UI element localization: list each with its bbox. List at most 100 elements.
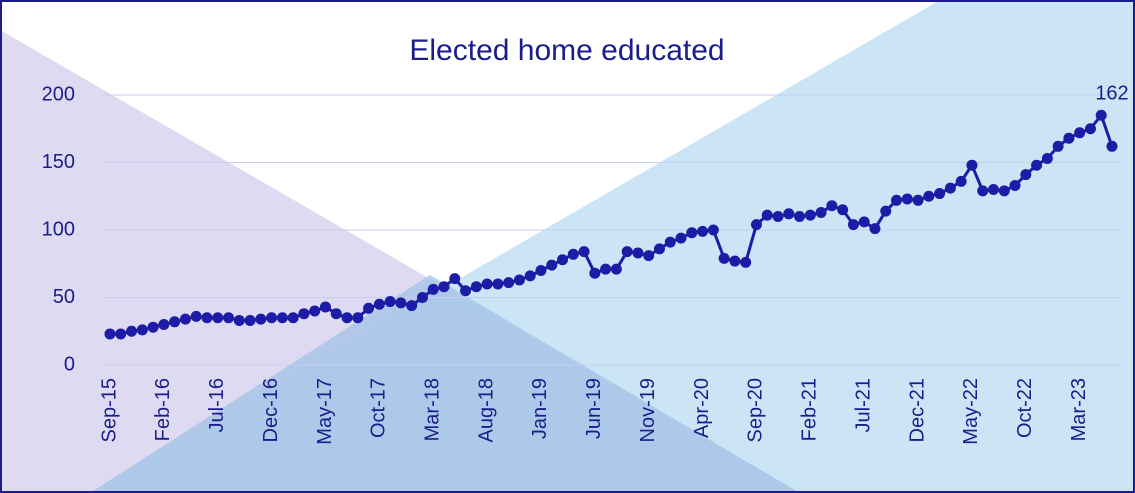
- point: [1074, 127, 1086, 139]
- point: [470, 281, 482, 293]
- x-tick-label: Jan-19: [529, 378, 551, 439]
- point: [503, 277, 515, 289]
- point: [664, 236, 676, 248]
- point: [406, 300, 418, 312]
- point: [589, 267, 601, 279]
- point: [643, 250, 655, 262]
- point: [912, 194, 924, 206]
- x-tick-label: Oct-17: [368, 378, 390, 438]
- point: [147, 321, 159, 333]
- point: [513, 274, 525, 286]
- point: [955, 175, 967, 187]
- point: [1020, 169, 1032, 181]
- y-tick-label: 100: [42, 218, 75, 240]
- point: [115, 328, 127, 340]
- point: [169, 316, 181, 328]
- point: [492, 278, 504, 290]
- point: [190, 310, 202, 322]
- point: [794, 211, 806, 222]
- x-tick-label: Apr-20: [691, 378, 713, 438]
- point: [891, 194, 903, 206]
- point: [869, 223, 881, 235]
- point: [255, 313, 267, 325]
- x-tick-label: Dec-16: [260, 378, 282, 442]
- x-tick-label: Sep-20: [745, 378, 767, 443]
- point: [740, 256, 752, 268]
- point: [395, 297, 407, 309]
- point: [212, 312, 224, 324]
- x-tick-label: Mar-23: [1068, 378, 1090, 441]
- point: [901, 193, 913, 205]
- point: [460, 285, 472, 297]
- y-tick-label: 150: [42, 151, 75, 173]
- point: [427, 283, 439, 295]
- point: [546, 259, 558, 271]
- point: [944, 182, 956, 194]
- point: [783, 208, 795, 220]
- point: [847, 219, 859, 231]
- x-tick-label: May-22: [960, 378, 982, 445]
- point: [416, 292, 428, 303]
- x-tick-label: Oct-22: [1014, 378, 1036, 438]
- x-tick-label: Nov-19: [637, 378, 659, 442]
- x-tick-label: Sep-15: [98, 378, 120, 443]
- point: [201, 312, 213, 324]
- point: [1009, 179, 1021, 191]
- point: [610, 263, 622, 275]
- point: [880, 205, 892, 217]
- point: [1095, 109, 1107, 121]
- x-tick-label: Feb-16: [152, 378, 174, 441]
- point: [158, 319, 170, 330]
- data-label: 162: [1095, 83, 1128, 105]
- x-tick-label: Jul-16: [206, 378, 228, 432]
- point: [987, 184, 999, 195]
- point: [319, 301, 331, 313]
- point: [341, 312, 353, 324]
- point: [449, 273, 461, 285]
- y-tick-label: 0: [64, 353, 75, 375]
- point: [276, 312, 288, 324]
- point: [804, 209, 816, 221]
- x-tick-label: Aug-18: [475, 378, 497, 443]
- point: [557, 254, 569, 266]
- point: [567, 248, 579, 260]
- point: [330, 308, 342, 320]
- point: [136, 324, 148, 336]
- point: [826, 200, 838, 212]
- point: [600, 263, 612, 275]
- point: [309, 305, 321, 317]
- bg-shape-overlap: [90, 275, 800, 493]
- point: [266, 312, 278, 324]
- point: [686, 227, 698, 239]
- point: [632, 247, 644, 259]
- point: [373, 298, 385, 310]
- point: [578, 246, 590, 258]
- point: [837, 204, 849, 216]
- point: [1031, 159, 1043, 171]
- point: [729, 255, 741, 267]
- point: [233, 314, 245, 326]
- point: [966, 159, 978, 171]
- point: [481, 278, 493, 290]
- point: [1041, 152, 1053, 164]
- point: [1106, 140, 1118, 152]
- point: [104, 328, 116, 340]
- x-tick-label: Jul-21: [852, 378, 874, 432]
- x-tick-label: Jun-19: [583, 378, 605, 439]
- point: [179, 313, 191, 325]
- point: [923, 190, 935, 202]
- point: [363, 302, 375, 314]
- chart-title: Elected home educated: [409, 34, 724, 67]
- x-tick-label: Feb-21: [799, 378, 821, 441]
- point: [298, 308, 310, 320]
- point: [858, 216, 870, 228]
- point: [815, 206, 827, 218]
- y-tick-label: 50: [53, 286, 75, 308]
- point: [535, 265, 547, 276]
- point: [750, 219, 762, 231]
- point: [223, 312, 235, 324]
- point: [934, 188, 946, 200]
- point: [998, 185, 1010, 197]
